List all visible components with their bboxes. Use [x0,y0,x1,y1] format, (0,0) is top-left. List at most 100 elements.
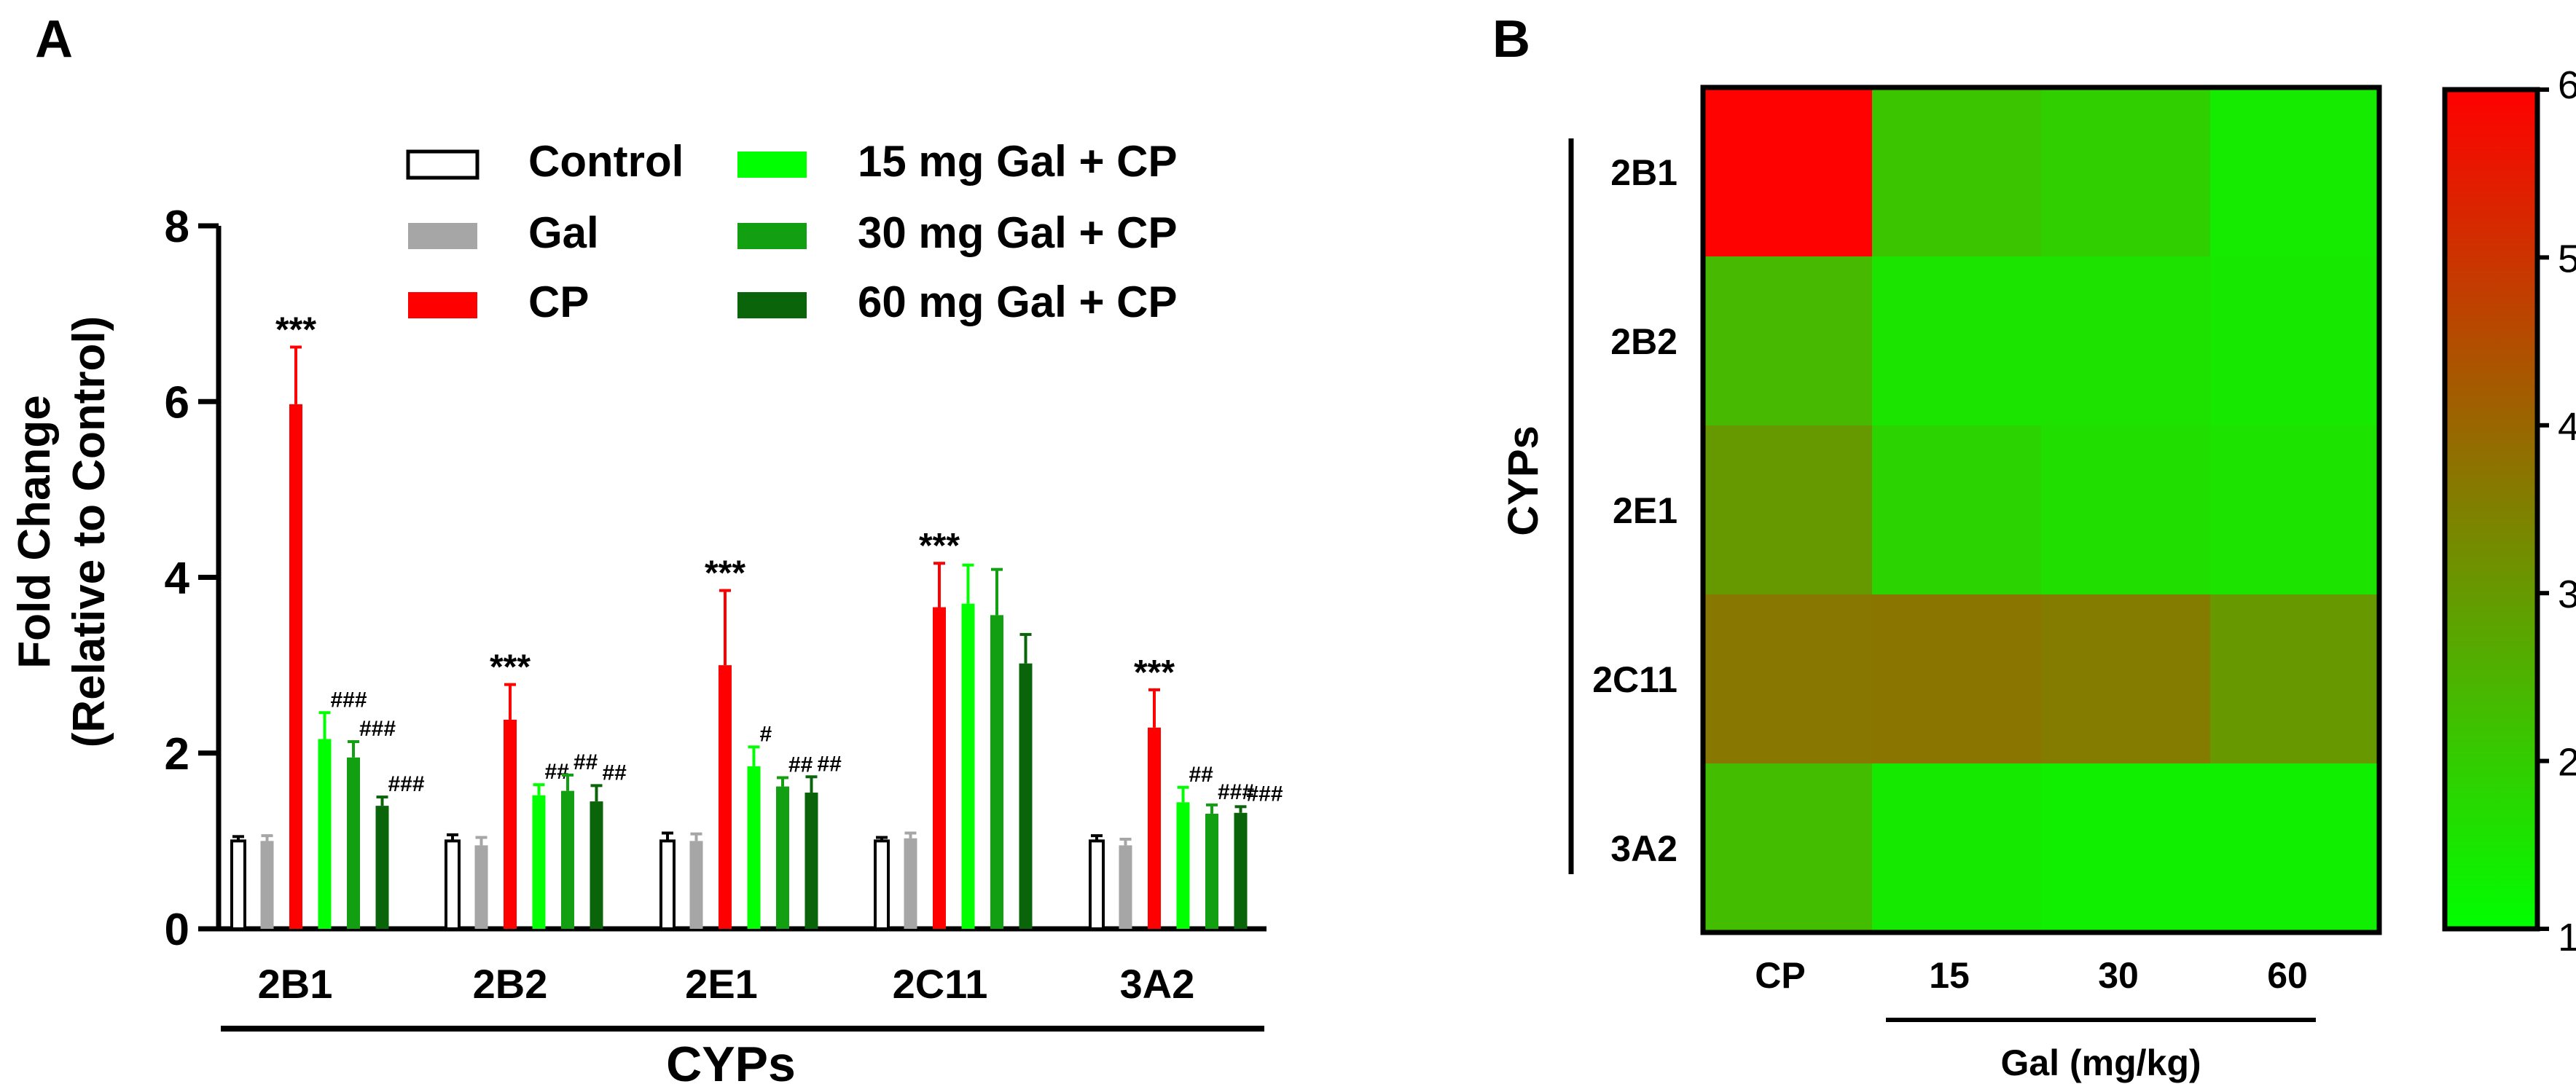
colorbar-tick-label: 6 [2558,63,2576,107]
legend-label: 30 mg Gal + CP [858,208,1178,257]
heatmap-border [1700,85,2382,935]
legend-label: Control [528,137,684,186]
y-tick-label: 0 [165,905,189,955]
heatmap-cell [2041,763,2211,933]
significance-hashes: # [760,722,772,746]
bar [474,845,488,929]
x-tick-label: 2E1 [685,961,758,1007]
bar [561,790,574,929]
heatmap-cell [2041,87,2211,257]
colorbar-tick-label: 4 [2558,405,2576,449]
heatmap-cell [1872,594,2042,764]
x-tick-label: 2C11 [893,961,988,1007]
significance-hashes: ## [788,753,813,777]
bar [504,719,517,929]
legend-swatch [737,223,807,249]
legend-label: CP [528,278,589,326]
column-label: CP [1755,955,1805,996]
bar [532,795,546,929]
heatmap-cell [2210,594,2380,764]
significance-hashes: ### [331,688,367,712]
legend-label: 15 mg Gal + CP [858,137,1178,186]
bar [1019,663,1033,929]
row-label: 2B1 [1610,152,1677,193]
heatmap-cell [2210,425,2380,595]
legend-label: 60 mg Gal + CP [858,278,1178,326]
heatmap-cell [1872,763,2042,933]
y-tick-label: 4 [165,554,190,604]
bar [659,839,676,930]
heatmap-cell [2210,87,2380,257]
colorbar-tick-label: 3 [2558,573,2576,616]
bar [990,615,1003,929]
bar-chart: 0 2 4 6 8 Fold Change (Relative to Control) ***… [9,137,1283,1092]
bar [260,841,274,929]
bar [747,766,761,929]
bar [904,838,917,929]
x-axis-label: CYPs [666,1037,796,1092]
significance-hashes: ## [1189,763,1214,787]
colorbar-tick-label: 1 [2558,916,2576,959]
colorbar [2442,87,2540,932]
bar [961,603,975,929]
legend-swatch [408,292,477,318]
row-label: 2C11 [1592,659,1677,700]
heatmap-cell [1703,87,1873,257]
y-tick-label: 6 [165,377,189,428]
y-tick-label: 8 [165,202,189,252]
heatmap-cell [2210,256,2380,426]
column-label: 60 [2267,955,2308,996]
bar [375,806,389,929]
heatmap-cell [1872,425,2042,595]
significance-hashes: ### [388,772,425,796]
x-axis-label: Gal (mg/kg) [2000,1042,2201,1083]
x-tick-label: 2B2 [473,961,548,1007]
legend-swatch [408,223,477,249]
row-label: 2B2 [1610,321,1677,362]
significance-stars: *** [919,527,960,565]
panel-b-label: B [1492,10,1530,68]
significance-stars: *** [1134,653,1175,692]
heatmap-cell [2041,594,2211,764]
bar [1148,727,1161,929]
bar [804,793,818,929]
significance-hashes: ## [573,750,598,774]
bar [318,739,332,929]
bar [1176,802,1190,929]
y-axis-label-line2: (Relative to Control) [64,316,114,747]
significance-hashes: ## [545,760,570,784]
heatmap-cell [1703,256,1873,426]
heatmap-cell [2210,763,2380,933]
significance-stars: *** [705,554,745,593]
bar [689,841,703,929]
column-label: 30 [2098,955,2139,996]
significance-stars: *** [275,310,316,349]
bar [445,839,461,930]
bar [1089,839,1105,930]
bar [1205,813,1218,929]
heatmap-cell [1703,594,1873,764]
bar [1234,812,1248,929]
x-tick-label: 3A2 [1120,961,1195,1007]
bar [874,839,890,930]
panel-a-label: A [35,10,73,68]
significance-hashes: ### [1247,782,1283,806]
significance-stars: *** [490,648,531,687]
legend-swatch [737,152,807,178]
bar [776,786,789,929]
bar [933,607,946,929]
bar [347,757,360,929]
heatmap-cell [1703,425,1873,595]
colorbar-tick-label: 5 [2558,237,2576,280]
legend-swatch [406,149,479,180]
row-label: 3A2 [1610,828,1677,869]
significance-hashes: ## [603,761,627,785]
y-tick-label: 2 [165,729,189,779]
y-axis-label: CYPs [1500,425,1547,536]
legend-label: Gal [528,208,599,257]
heatmap-cell [2041,256,2211,426]
legend-swatch [737,292,807,318]
bar [590,801,603,929]
